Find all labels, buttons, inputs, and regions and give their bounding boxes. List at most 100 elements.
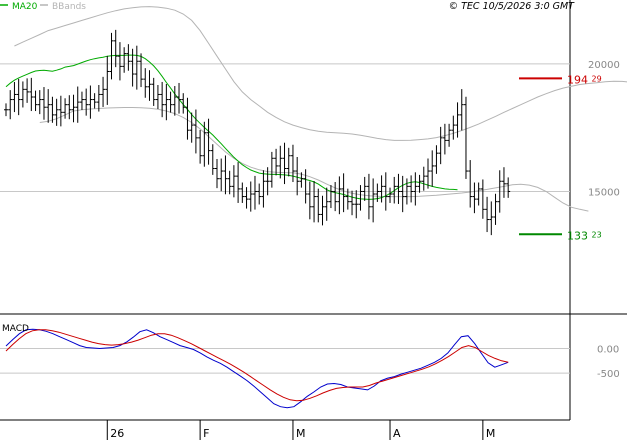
price-bar	[92, 93, 97, 109]
x-tick-label: M	[296, 427, 306, 440]
chart-frame	[0, 0, 627, 421]
price-bar	[4, 103, 8, 117]
price-bar	[404, 178, 409, 205]
price-bar	[485, 196, 490, 233]
price-bar	[155, 85, 160, 110]
price-bar	[113, 29, 118, 68]
price-bar	[282, 142, 287, 185]
price-bar	[476, 182, 481, 206]
price-bar	[274, 148, 279, 176]
price-bar	[459, 89, 464, 131]
price-bar	[375, 183, 380, 202]
price-bar	[202, 121, 207, 167]
macd-y-tick-label: 0.00	[597, 345, 619, 356]
price-bar	[215, 159, 219, 189]
bband-upper-line	[14, 6, 627, 141]
bollinger-bands	[14, 6, 627, 212]
price-bar	[96, 85, 101, 112]
resistance-label: 194 29	[567, 73, 602, 86]
bband-lower-line	[39, 107, 589, 212]
price-bar	[421, 166, 426, 191]
price-y-tick-label: 20000	[588, 60, 620, 71]
price-bar	[164, 83, 169, 121]
price-bar	[472, 182, 477, 214]
signal-line	[5, 329, 509, 402]
price-bar	[84, 88, 89, 116]
legend-ma20-label: MA20	[12, 2, 38, 12]
legend: MA20 BBands	[0, 2, 86, 12]
price-bar	[328, 185, 333, 209]
price-bar	[252, 175, 257, 210]
price-bar	[463, 96, 468, 179]
price-bar	[54, 98, 59, 126]
price-bar	[451, 115, 456, 140]
price-bar	[426, 158, 430, 189]
macd-title: MACD	[2, 324, 29, 334]
price-bar	[333, 182, 338, 212]
price-levels: 194 29 133 23	[519, 73, 602, 242]
x-axis-ticks: 26 F M A M	[106, 420, 496, 440]
price-bar	[29, 77, 34, 112]
x-tick-label: M	[486, 427, 496, 440]
price-bar	[442, 123, 447, 155]
price-bar	[337, 176, 342, 215]
price-bar	[417, 174, 422, 193]
price-bar	[147, 70, 152, 101]
price-bar	[101, 76, 106, 107]
price-bar	[189, 112, 194, 143]
price-bar	[303, 169, 308, 204]
price-bar	[480, 179, 485, 219]
price-bar	[75, 86, 80, 123]
price-bar	[261, 170, 266, 208]
price-bar	[358, 185, 363, 211]
price-bar	[20, 81, 25, 108]
price-bar	[290, 144, 295, 183]
price-bar	[160, 81, 165, 118]
price-bar	[227, 170, 232, 195]
price-bar	[312, 180, 317, 223]
price-bar	[88, 85, 93, 119]
price-bars	[4, 29, 511, 236]
price-bar	[265, 167, 270, 196]
price-bar	[371, 178, 376, 223]
price-bar	[240, 182, 245, 203]
price-bar	[316, 188, 321, 223]
price-y-tick-label: 15000	[588, 187, 620, 198]
price-bar	[122, 47, 127, 73]
price-bar	[46, 89, 51, 123]
price-bar	[468, 160, 473, 208]
price-bar	[139, 53, 144, 88]
price-bar	[181, 93, 186, 114]
price-bar	[185, 97, 190, 140]
price-bar	[409, 175, 414, 203]
price-bar	[50, 96, 55, 123]
price-bar	[41, 87, 46, 120]
price-bar	[320, 195, 325, 226]
price-bar	[126, 44, 131, 71]
price-bar	[430, 150, 435, 187]
price-bar	[350, 190, 355, 216]
price-bar	[383, 172, 388, 211]
price-bar	[379, 175, 384, 203]
price-bar	[501, 167, 506, 198]
macd-line	[5, 328, 509, 409]
price-bar	[388, 187, 393, 203]
price-bar	[438, 126, 443, 165]
ma20-line-group	[5, 54, 458, 200]
price-bar	[345, 188, 350, 210]
price-bar	[497, 170, 502, 213]
legend-bbands-label: BBands	[52, 2, 86, 12]
price-bar	[16, 78, 21, 116]
price-bar	[117, 42, 122, 81]
price-bar	[307, 181, 312, 220]
price-bar	[33, 90, 38, 112]
price-bar	[295, 157, 300, 196]
price-bar	[12, 81, 17, 113]
price-bar	[434, 145, 439, 174]
price-bar	[37, 90, 42, 115]
price-bar	[366, 173, 371, 220]
price-bar	[71, 94, 76, 123]
x-tick-label: 26	[110, 427, 124, 440]
price-bar	[489, 201, 494, 236]
